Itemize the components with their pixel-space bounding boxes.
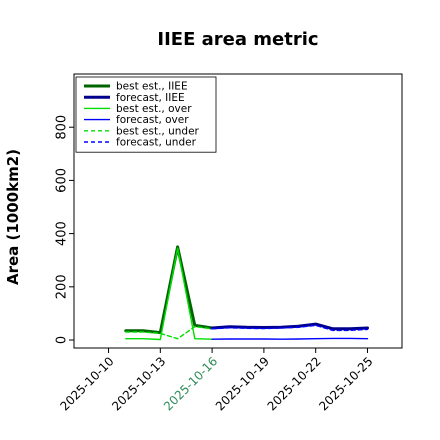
x-tick-label: 2025-10-22 <box>265 354 324 413</box>
y-tick-label: 0 <box>55 336 70 344</box>
x-tick-label: 2025-10-25 <box>316 354 375 413</box>
x-tick-label: 2025-10-16 <box>161 354 220 413</box>
legend-entry: forecast, under <box>116 137 197 149</box>
series-line-5 <box>125 326 213 340</box>
series-line-4 <box>211 337 369 340</box>
y-tick-label: 800 <box>55 115 70 140</box>
y-axis-label: Area (1000km2) <box>4 149 22 285</box>
y-tick-label: 400 <box>55 221 70 246</box>
series-line-3 <box>125 247 213 341</box>
legend-box <box>75 76 217 153</box>
plot-area: 02004006008002025-10-102025-10-132025-10… <box>55 73 403 413</box>
chart-title: IIEE area metric <box>157 29 318 50</box>
series-line-1 <box>124 245 214 335</box>
series-line-6 <box>211 324 369 332</box>
legend-entry: best est., under <box>116 125 200 137</box>
y-tick-label: 600 <box>55 168 70 193</box>
x-tick-label: 2025-10-10 <box>57 354 116 413</box>
legend-entry: forecast, over <box>116 114 189 126</box>
series-line-2 <box>210 322 369 331</box>
plot-frame <box>73 73 403 349</box>
x-tick-label: 2025-10-19 <box>213 354 272 413</box>
x-tick-label: 2025-10-13 <box>109 354 168 413</box>
legend-entry: best est., over <box>116 103 192 115</box>
y-tick-label: 200 <box>55 274 70 299</box>
legend-entry: forecast, IIEE <box>116 92 185 104</box>
legend-entry: best est., IIEE <box>116 81 188 93</box>
